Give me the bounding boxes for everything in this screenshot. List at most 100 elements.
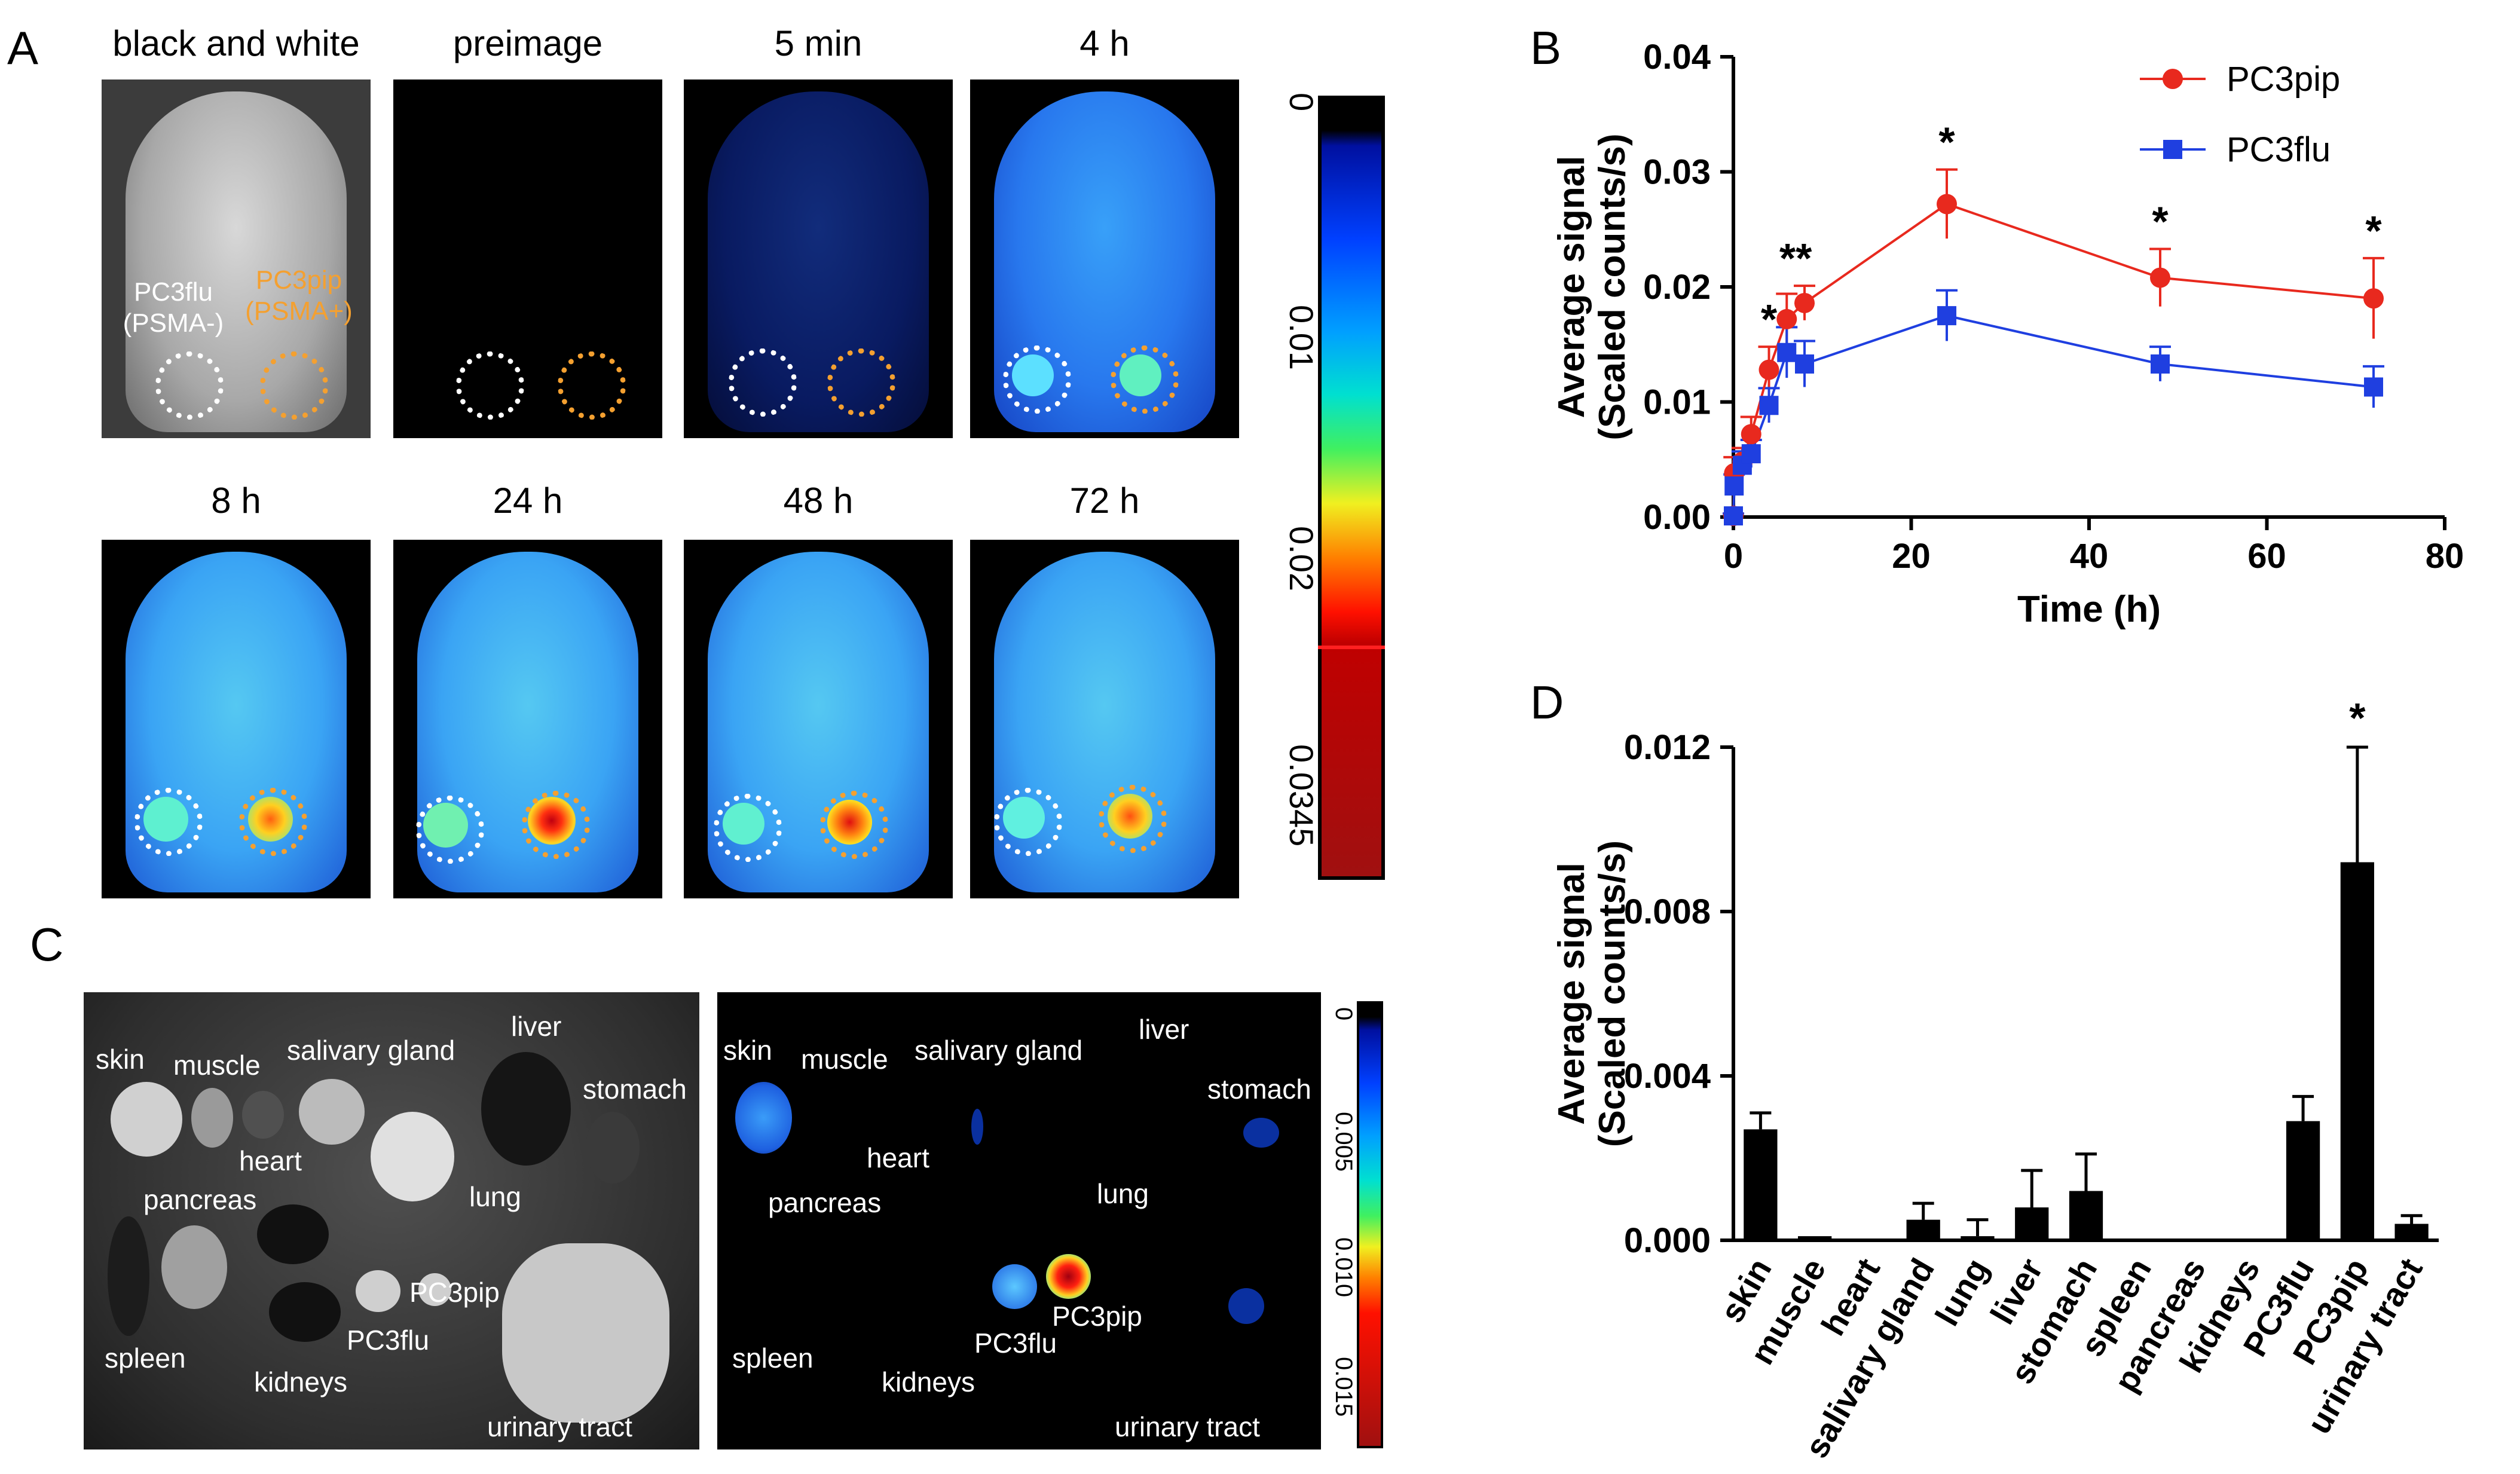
- organ-label: skin: [723, 1035, 772, 1066]
- roi-pc3pip: [820, 791, 888, 859]
- legend-label-PC3flu: PC3flu: [2227, 130, 2331, 169]
- organ-kidney: [257, 1204, 329, 1264]
- data-point-PC3flu: [1741, 444, 1761, 464]
- significance-marker: *: [2365, 207, 2382, 254]
- image-black-and-white: PC3flu (PSMA-) PC3pip (PSMA+): [102, 79, 371, 438]
- bar-lung: [1961, 1236, 1995, 1240]
- series-line-PC3flu: [1732, 314, 2374, 516]
- bar-pancreas: [2178, 1239, 2212, 1240]
- organ-urinary-signal: [1228, 1288, 1264, 1324]
- organ-stomach: [586, 1112, 640, 1184]
- bar-kidneys: [2232, 1239, 2266, 1240]
- colorbar-a: [1318, 96, 1385, 880]
- bar-heart: [1852, 1239, 1886, 1240]
- organ-label: liver: [1139, 1014, 1189, 1045]
- organ-label: salivary gland: [915, 1035, 1083, 1066]
- image-preimage: [393, 79, 662, 438]
- roi-pc3pip: [827, 348, 895, 417]
- organ-label: skin: [96, 1044, 145, 1075]
- data-point-PC3flu: [2151, 354, 2170, 374]
- x-tick-label: 40: [2070, 537, 2109, 576]
- y-tick-label: 0.03: [1643, 153, 1711, 192]
- bar-salivary-gland: [1906, 1219, 1940, 1240]
- legend-label-PC3pip: PC3pip: [2227, 60, 2340, 99]
- y-tick-label: 0.02: [1643, 268, 1711, 307]
- organ-stomach-signal: [1243, 1118, 1279, 1148]
- roi-pc3flu: [134, 788, 203, 856]
- roi-pc3flu: [729, 348, 797, 417]
- roi-pc3pip: [1111, 345, 1179, 414]
- bar-skin: [1744, 1129, 1778, 1240]
- organ-label: pancreas: [143, 1184, 257, 1215]
- colorbar-c-tick: 0: [1331, 1007, 1357, 1021]
- organ-label: spleen: [105, 1342, 186, 1374]
- y-tick-label: 0.04: [1643, 38, 1711, 77]
- roi-pc3flu: [155, 351, 224, 420]
- organ-label: kidneys: [882, 1366, 975, 1397]
- y-tick-label: 0.01: [1643, 383, 1711, 422]
- title-8h: 8 h: [211, 481, 261, 521]
- organ-skin-signal: [735, 1082, 792, 1154]
- title-preimage: preimage: [452, 23, 603, 63]
- organ-urinary: [502, 1243, 669, 1423]
- y-tick-label: 0.008: [1624, 892, 1711, 931]
- bar-urinary-tract: [2394, 1224, 2429, 1240]
- roi-pc3flu: [456, 351, 524, 420]
- organ-label: muscle: [801, 1044, 888, 1075]
- y-axis-label: Average signal: [1551, 156, 1592, 418]
- organ-pc3pip: [418, 1273, 451, 1306]
- organ-label: muscle: [173, 1050, 261, 1081]
- data-point-PC3flu: [1937, 306, 1956, 326]
- title-4h: 4 h: [1079, 23, 1130, 63]
- data-point-PC3flu: [1777, 342, 1797, 362]
- organ-salivary-signal: [971, 1109, 983, 1145]
- organ-lung: [371, 1112, 454, 1201]
- organ-kidney: [269, 1282, 341, 1342]
- panel-b-label: B: [1530, 22, 1562, 74]
- data-point-PC3flu: [2364, 377, 2383, 397]
- organ-spleen: [108, 1216, 149, 1336]
- image-24h: [393, 540, 662, 898]
- title-24h: 24 h: [493, 481, 563, 521]
- roi-pc3flu: [416, 796, 484, 864]
- x-tick-label: 20: [1892, 537, 1931, 576]
- organ-pc3flu: [356, 1270, 400, 1312]
- bar-muscle: [1798, 1236, 1832, 1240]
- organ-label: PC3pip: [1052, 1301, 1142, 1332]
- significance-marker: *: [1938, 119, 1955, 166]
- title-black-and-white: black and white: [112, 23, 360, 63]
- data-point-PC3pip: [1794, 292, 1815, 313]
- x-tick-label: 80: [2426, 537, 2464, 576]
- image-4h: [970, 79, 1239, 438]
- y-tick-label: 0.004: [1624, 1057, 1711, 1096]
- colorbar-c-tick: 0.010: [1331, 1237, 1357, 1298]
- x-tick-label: 60: [2247, 537, 2286, 576]
- data-point-PC3flu: [1795, 354, 1814, 374]
- panel-a-label: A: [7, 22, 39, 74]
- x-tick-label: lung: [1928, 1252, 1996, 1332]
- chart-d-biodistribution: * 0.000 0.004 0.008 0.012 Average signal (Sca…: [1551, 695, 2439, 1464]
- data-point-PC3pip: [2363, 288, 2384, 309]
- title-48h: 48 h: [783, 481, 854, 521]
- data-point-PC3pip: [1937, 194, 1957, 215]
- y-axis-label: Average signal: [1551, 863, 1592, 1125]
- colorbar-c: [1357, 1001, 1383, 1448]
- organ-label: lung: [1097, 1178, 1149, 1209]
- organ-label: PC3pip: [409, 1277, 500, 1308]
- image-48h: [684, 540, 953, 898]
- organ-label: PC3flu: [347, 1325, 430, 1356]
- colorbar-a-tick: 0: [1283, 93, 1320, 112]
- organ-label: heart: [867, 1142, 929, 1173]
- roi-pc3pip: [522, 791, 590, 859]
- organ-liver: [481, 1052, 571, 1166]
- image-8h: [102, 540, 371, 898]
- roi-pc3pip: [1099, 785, 1167, 853]
- y-tick-label: 0.012: [1624, 728, 1711, 767]
- data-point-PC3pip: [1776, 308, 1797, 329]
- title-5min: 5 min: [774, 23, 863, 63]
- roi-pc3flu: [1003, 345, 1071, 414]
- organ-label: stomach: [1207, 1074, 1311, 1105]
- organ-label: pancreas: [768, 1187, 882, 1218]
- organ-label: salivary gland: [287, 1035, 455, 1066]
